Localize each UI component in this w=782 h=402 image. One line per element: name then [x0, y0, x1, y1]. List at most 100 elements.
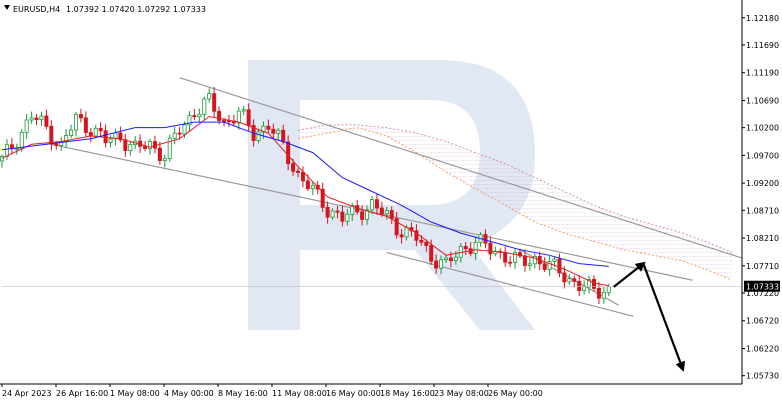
y-tick-label: 1.08210 [746, 234, 779, 243]
candle-body [434, 260, 439, 269]
candle [384, 206, 389, 220]
x-tick-label: 4 May 00:00 [164, 389, 214, 398]
candle-body [488, 242, 493, 255]
candle-body [88, 132, 93, 137]
candle [64, 128, 69, 149]
candle-body [49, 125, 54, 145]
ichimoku-cloud [298, 124, 733, 281]
x-tick-label: 23 May 08:00 [434, 389, 489, 398]
candle-body [197, 113, 202, 118]
candle-body [350, 205, 355, 215]
candle [108, 135, 113, 148]
candle-body [513, 252, 518, 263]
candle-body [503, 251, 508, 263]
y-tick-label: 1.08710 [746, 206, 779, 215]
candle-body [424, 241, 429, 246]
candle-body [207, 93, 212, 100]
candle [587, 275, 592, 294]
candle-body [596, 288, 601, 299]
candle [9, 138, 14, 155]
candle [271, 123, 276, 139]
candle [508, 255, 513, 268]
candle [537, 251, 542, 271]
y-tick-label: 1.06220 [746, 344, 779, 353]
candle [345, 208, 350, 226]
candle-body [369, 199, 374, 211]
candle-body [4, 144, 9, 157]
candle [202, 96, 207, 121]
candle-body [483, 234, 488, 244]
candle-body [39, 115, 44, 120]
candle-body [74, 114, 79, 131]
channel-line-1 [179, 77, 743, 259]
logo-watermark [248, 60, 535, 330]
candle [503, 246, 508, 267]
candle-body [310, 184, 315, 190]
candle [379, 201, 384, 217]
candle [74, 112, 79, 137]
candle [226, 114, 231, 128]
candle-body [374, 199, 379, 209]
candle [513, 248, 518, 269]
candle [547, 256, 552, 276]
candle [286, 135, 291, 171]
candle-body [518, 252, 523, 257]
candle-body [557, 258, 562, 274]
candle-body [118, 132, 123, 141]
candle [113, 128, 118, 146]
candle-body [577, 280, 582, 292]
candle-body [143, 145, 148, 150]
candle [123, 133, 128, 157]
candle [236, 106, 241, 130]
candle-body [44, 115, 49, 127]
candle [374, 193, 379, 215]
candle [310, 181, 315, 196]
candle-body [128, 144, 133, 151]
candle-body [172, 132, 177, 139]
senkou-span-b-line [297, 124, 733, 253]
candle-body [439, 259, 444, 269]
candle [527, 257, 532, 271]
candle-body [360, 211, 365, 220]
candle-body [256, 131, 261, 141]
candle [143, 141, 148, 152]
candle [197, 108, 202, 123]
candle [231, 114, 236, 127]
candle-body [404, 227, 409, 238]
candle [557, 253, 562, 278]
x-tick-label: 26 Apr 16:00 [56, 389, 108, 398]
candle [434, 254, 439, 274]
candle-body [330, 210, 335, 218]
candle [498, 248, 503, 259]
y-tick-label: 1.07710 [746, 262, 779, 271]
candle [340, 205, 345, 227]
candle-body [276, 129, 281, 134]
candle-body [108, 138, 113, 144]
candle-body [54, 143, 59, 146]
candle-body [246, 109, 251, 126]
x-tick-label: 24 Apr 2023 [2, 389, 51, 398]
candle [567, 273, 572, 285]
candle [98, 122, 103, 138]
candle-body [429, 245, 434, 262]
forecast-arrow-1 [613, 261, 646, 288]
candle [103, 124, 108, 148]
candle-body [532, 255, 537, 265]
x-tick-label: 18 May 16:00 [380, 389, 435, 398]
candle-body [34, 117, 39, 120]
candle-body [266, 125, 271, 130]
candle-body [582, 286, 587, 292]
candle-body [167, 137, 172, 160]
candle [39, 111, 44, 126]
candle-body [103, 130, 108, 144]
x-tick-label: 11 May 08:00 [272, 389, 327, 398]
candle-body [601, 292, 606, 299]
candle-body [78, 114, 83, 119]
x-tick-label: 1 May 08:00 [110, 389, 160, 398]
y-tick-label: 1.09700 [746, 151, 779, 160]
candle [167, 134, 172, 162]
symbol-timeframe: EURUSD,H4 [13, 5, 60, 14]
candle-body [567, 278, 572, 283]
